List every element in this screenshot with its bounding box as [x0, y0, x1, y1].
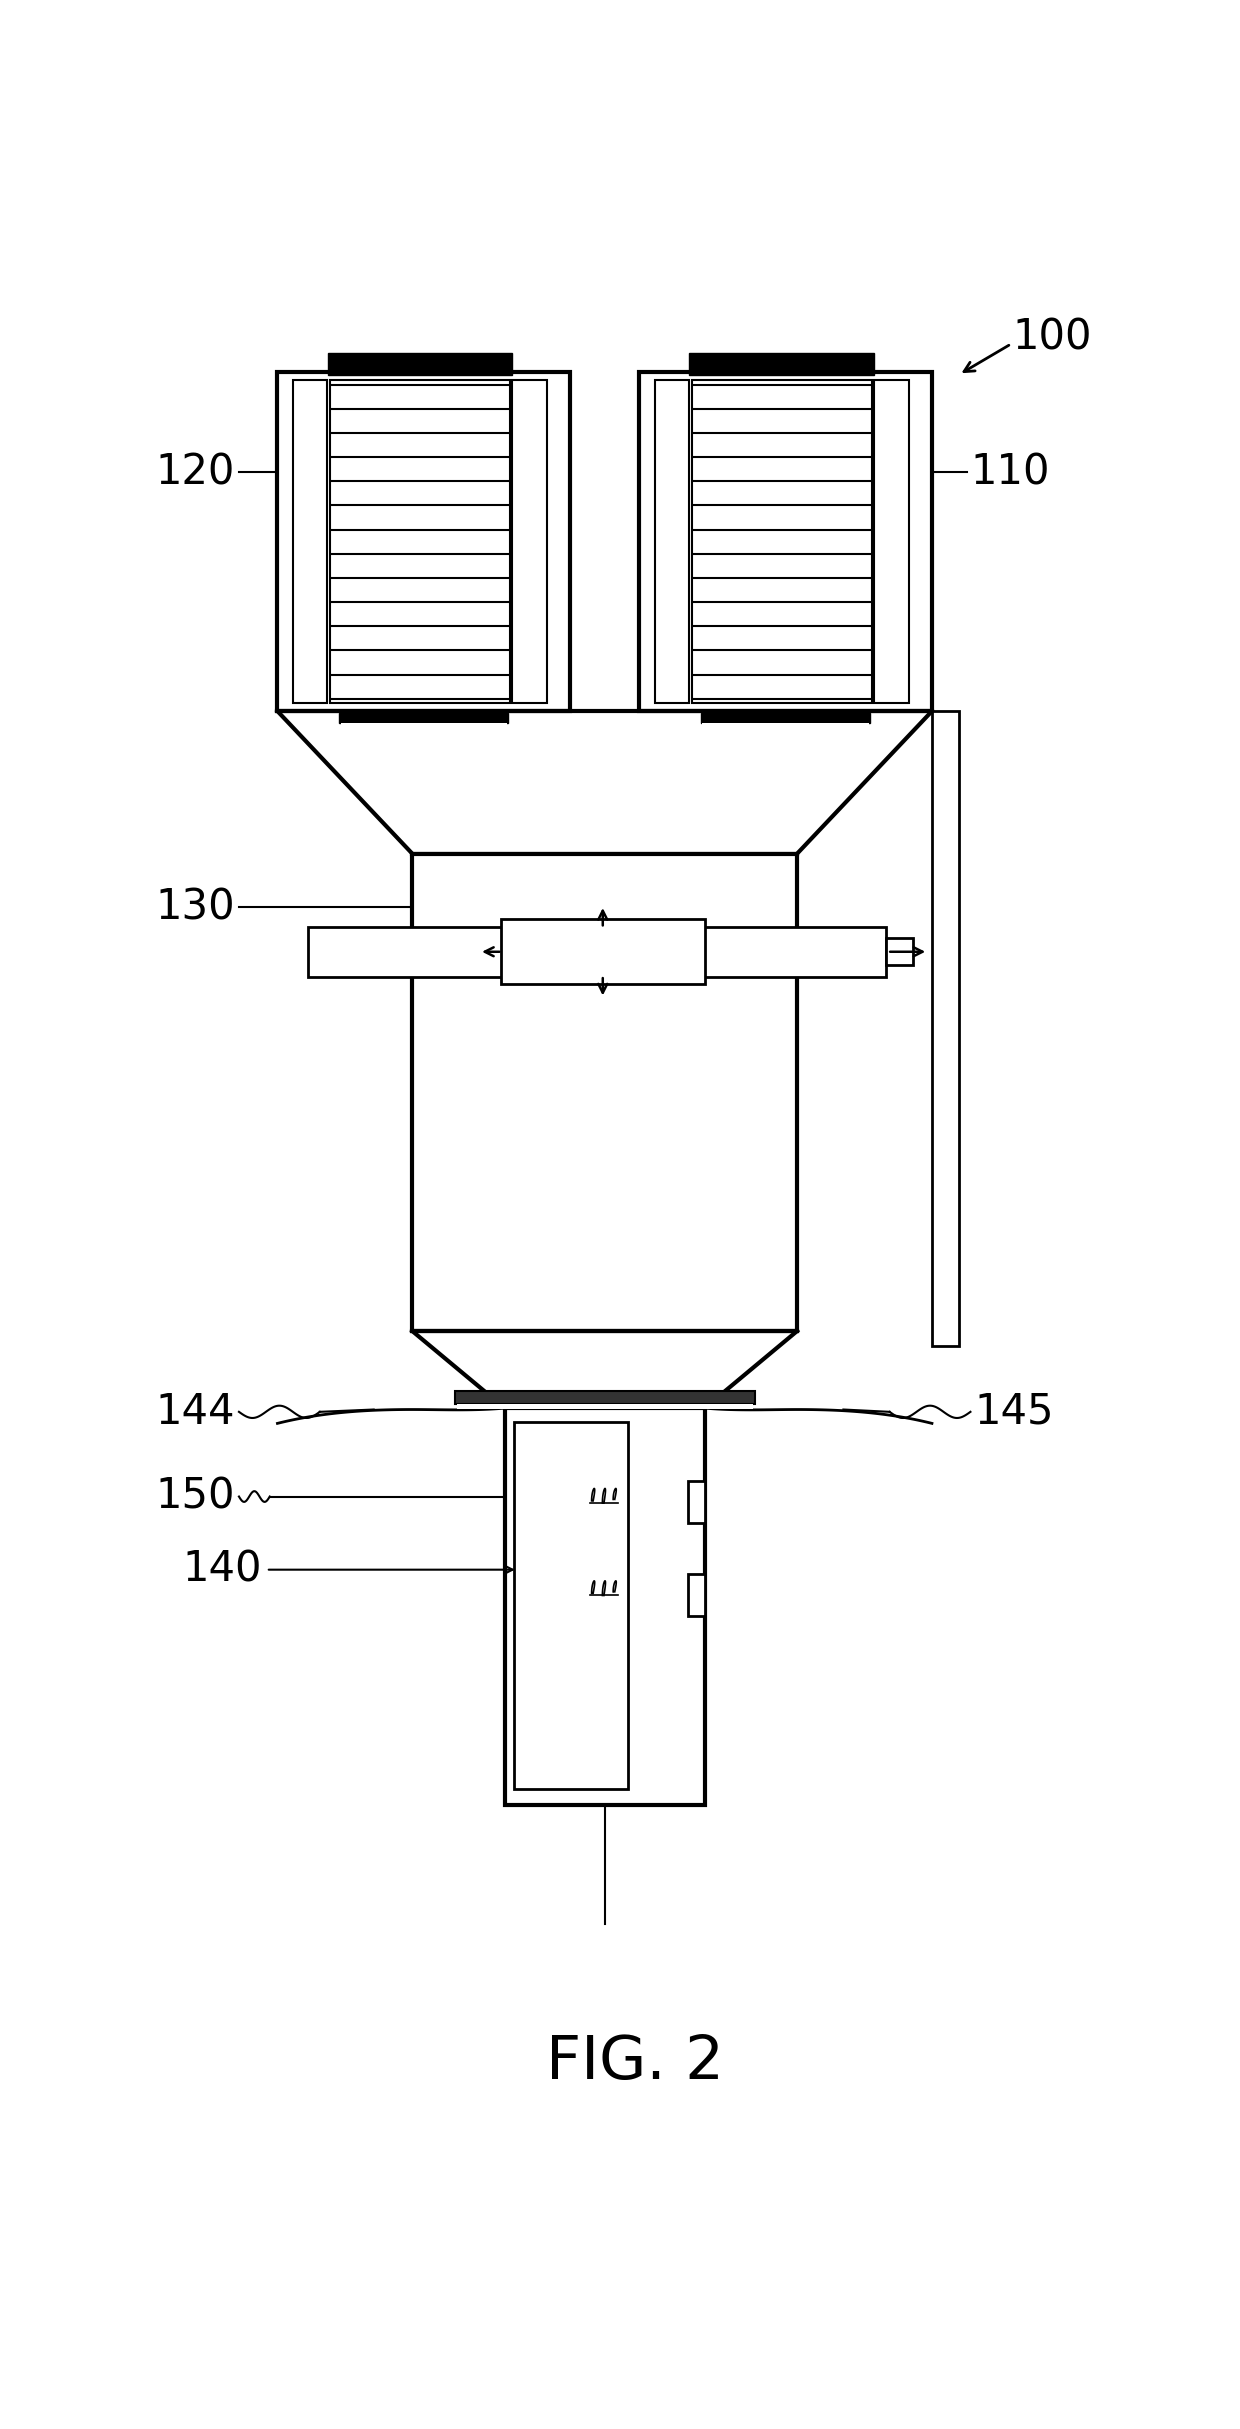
Bar — [655, 379, 689, 704]
Text: 120: 120 — [156, 452, 236, 493]
Text: 130: 130 — [155, 887, 236, 928]
Bar — [688, 1482, 704, 1523]
Bar — [701, 714, 870, 724]
Text: 110: 110 — [971, 452, 1050, 493]
Bar — [640, 372, 932, 712]
Bar — [330, 379, 510, 704]
Text: 144: 144 — [155, 1392, 236, 1433]
Bar — [932, 712, 959, 1346]
Bar — [278, 372, 570, 712]
Bar — [341, 724, 507, 726]
Text: FIG. 2: FIG. 2 — [547, 2033, 724, 2091]
Bar — [512, 379, 547, 704]
Bar — [703, 724, 869, 726]
Bar — [456, 1404, 753, 1409]
Bar — [874, 379, 909, 704]
Bar — [505, 1409, 704, 1805]
Text: 140: 140 — [182, 1550, 262, 1591]
Bar — [885, 938, 913, 964]
Text: 150: 150 — [155, 1474, 236, 1518]
Bar — [692, 379, 872, 704]
Text: 145: 145 — [975, 1392, 1054, 1433]
Bar — [293, 379, 327, 704]
Bar — [309, 928, 885, 976]
Bar — [327, 352, 512, 374]
Bar — [339, 714, 508, 724]
Text: 100: 100 — [1013, 316, 1092, 359]
Bar — [688, 1574, 704, 1615]
Bar — [513, 1421, 627, 1790]
Bar — [455, 1392, 755, 1404]
Bar — [501, 918, 704, 984]
Bar — [689, 352, 874, 374]
Bar — [412, 853, 797, 1331]
